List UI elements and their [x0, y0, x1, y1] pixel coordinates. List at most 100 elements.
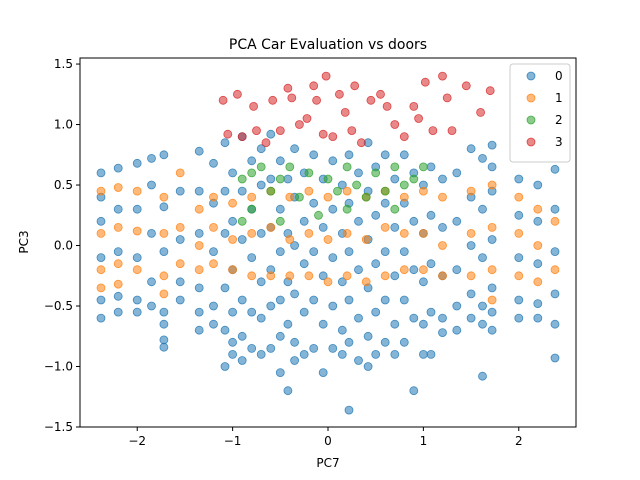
point-series-1	[194, 265, 204, 275]
point-series-0	[399, 247, 409, 257]
point-series-1	[175, 259, 185, 269]
point-series-2	[237, 216, 247, 226]
point-series-0	[344, 405, 354, 415]
point-series-3	[249, 102, 259, 111]
point-series-3	[442, 93, 452, 103]
point-series-2	[371, 168, 381, 178]
point-series-0	[533, 180, 543, 190]
x-tick-label: 0	[324, 434, 332, 448]
point-series-1	[466, 186, 476, 196]
point-series-2	[323, 174, 333, 184]
point-series-0	[159, 307, 169, 317]
y-tick-label: 0.0	[54, 239, 73, 253]
point-series-0	[328, 343, 338, 353]
point-series-0	[418, 349, 428, 359]
point-series-0	[466, 144, 476, 154]
point-series-3	[275, 126, 285, 136]
point-series-1	[159, 228, 169, 238]
point-series-0	[390, 174, 400, 184]
point-series-0	[159, 202, 169, 212]
point-series-1	[514, 192, 524, 202]
point-series-0	[328, 253, 338, 263]
point-series-0	[318, 319, 328, 329]
point-series-0	[290, 337, 300, 347]
point-series-0	[209, 301, 218, 311]
point-series-0	[209, 158, 218, 168]
point-series-1	[487, 265, 497, 275]
point-series-1	[399, 228, 409, 238]
point-series-1	[228, 198, 238, 208]
point-series-0	[237, 331, 247, 341]
point-series-1	[418, 265, 428, 275]
point-series-0	[390, 222, 400, 232]
point-series-0	[390, 271, 400, 281]
point-series-1	[514, 228, 524, 238]
point-series-1	[418, 228, 428, 238]
point-series-0	[438, 222, 447, 232]
point-series-0	[328, 204, 338, 214]
point-series-0	[550, 204, 560, 214]
point-series-0	[299, 216, 309, 226]
x-axis-label: PC7	[316, 456, 339, 470]
point-series-0	[337, 325, 347, 335]
point-series-1	[132, 186, 142, 196]
point-series-0	[337, 180, 347, 190]
point-series-0	[344, 337, 354, 347]
point-series-3	[328, 132, 338, 142]
point-series-0	[220, 283, 230, 293]
point-series-2	[285, 162, 295, 172]
point-series-0	[309, 198, 319, 208]
point-series-0	[290, 356, 300, 365]
point-series-1	[209, 259, 218, 269]
point-series-0	[533, 216, 543, 226]
point-series-1	[342, 271, 352, 281]
point-series-1	[304, 186, 314, 196]
point-series-3	[428, 126, 438, 136]
point-series-1	[113, 259, 123, 269]
point-series-0	[194, 228, 204, 238]
point-series-1	[399, 192, 409, 202]
point-series-0	[147, 180, 156, 190]
point-series-0	[256, 313, 266, 323]
y-tick-label: 1.5	[54, 57, 73, 71]
point-series-1	[361, 235, 371, 244]
point-series-0	[147, 301, 156, 311]
point-series-0	[354, 168, 363, 178]
point-series-2	[361, 192, 371, 202]
point-series-2	[256, 162, 266, 172]
point-series-1	[132, 226, 142, 236]
point-series-0	[266, 301, 276, 311]
point-series-0	[487, 283, 497, 293]
legend-label-3: 3	[555, 135, 563, 149]
point-series-0	[96, 216, 106, 226]
point-series-2	[342, 162, 352, 172]
point-series-1	[438, 192, 447, 202]
point-series-3	[302, 114, 312, 123]
point-series-0	[228, 307, 238, 317]
point-series-0	[132, 158, 142, 168]
point-series-0	[194, 307, 204, 317]
point-series-1	[266, 271, 276, 281]
point-series-1	[96, 186, 106, 196]
point-series-1	[323, 192, 333, 202]
point-series-0	[452, 301, 462, 311]
point-series-2	[275, 174, 285, 184]
point-series-2	[399, 180, 409, 190]
point-series-0	[318, 271, 328, 281]
point-series-3	[340, 108, 350, 117]
point-series-0	[418, 277, 428, 287]
point-series-0	[363, 362, 373, 371]
point-series-0	[194, 186, 204, 196]
point-series-0	[266, 129, 276, 139]
point-series-3	[321, 71, 331, 81]
point-series-0	[478, 301, 487, 311]
point-series-1	[209, 222, 218, 232]
point-series-1	[466, 271, 476, 281]
point-series-3	[438, 71, 447, 81]
plot-points	[96, 71, 560, 415]
point-series-1	[96, 265, 106, 275]
point-series-0	[237, 235, 247, 244]
point-series-1	[304, 271, 314, 281]
point-series-2	[247, 168, 257, 178]
point-series-1	[285, 271, 295, 281]
